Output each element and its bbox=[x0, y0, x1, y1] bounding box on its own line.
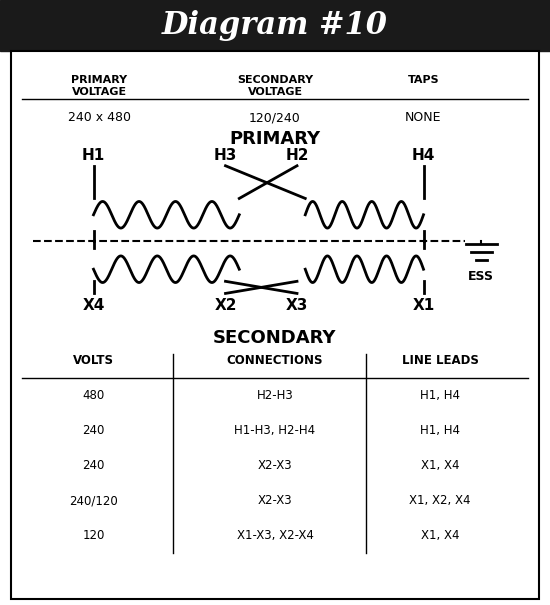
Text: X2-X3: X2-X3 bbox=[258, 459, 292, 472]
Text: ESS: ESS bbox=[468, 270, 494, 283]
Text: 480: 480 bbox=[82, 389, 104, 402]
Text: 120: 120 bbox=[82, 529, 104, 542]
Text: TAPS: TAPS bbox=[408, 75, 439, 85]
Text: X4: X4 bbox=[82, 298, 104, 313]
Text: X1: X1 bbox=[412, 298, 434, 313]
Text: H3: H3 bbox=[214, 148, 237, 163]
Text: H1, H4: H1, H4 bbox=[420, 424, 460, 437]
Text: SECONDARY: SECONDARY bbox=[213, 329, 337, 347]
FancyBboxPatch shape bbox=[0, 0, 550, 51]
Text: 240 x 480: 240 x 480 bbox=[68, 111, 130, 124]
Text: X1, X4: X1, X4 bbox=[421, 529, 459, 542]
Text: H1-H3, H2-H4: H1-H3, H2-H4 bbox=[234, 424, 316, 437]
Text: Diagram #10: Diagram #10 bbox=[162, 10, 388, 41]
Text: CONNECTIONS: CONNECTIONS bbox=[227, 354, 323, 367]
Text: SECONDARY
VOLTAGE: SECONDARY VOLTAGE bbox=[237, 75, 313, 97]
Text: 240/120: 240/120 bbox=[69, 494, 118, 507]
Text: X3: X3 bbox=[286, 298, 308, 313]
FancyBboxPatch shape bbox=[11, 51, 539, 599]
Text: 120/240: 120/240 bbox=[249, 111, 301, 124]
Text: 240: 240 bbox=[82, 459, 104, 472]
Text: X1-X3, X2-X4: X1-X3, X2-X4 bbox=[236, 529, 314, 542]
Text: NONE: NONE bbox=[405, 111, 442, 124]
Text: X2: X2 bbox=[214, 298, 236, 313]
Text: H4: H4 bbox=[412, 148, 435, 163]
Text: H2: H2 bbox=[285, 148, 309, 163]
Text: H2-H3: H2-H3 bbox=[257, 389, 293, 402]
Text: PRIMARY: PRIMARY bbox=[229, 130, 321, 148]
Text: LINE LEADS: LINE LEADS bbox=[402, 354, 478, 367]
Text: VOLTS: VOLTS bbox=[73, 354, 114, 367]
Text: X1, X4: X1, X4 bbox=[421, 459, 459, 472]
Text: X1, X2, X4: X1, X2, X4 bbox=[409, 494, 471, 507]
Text: PRIMARY
VOLTAGE: PRIMARY VOLTAGE bbox=[71, 75, 127, 97]
Text: H1: H1 bbox=[82, 148, 105, 163]
Text: 240: 240 bbox=[82, 424, 104, 437]
Text: H1, H4: H1, H4 bbox=[420, 389, 460, 402]
Text: X2-X3: X2-X3 bbox=[258, 494, 292, 507]
